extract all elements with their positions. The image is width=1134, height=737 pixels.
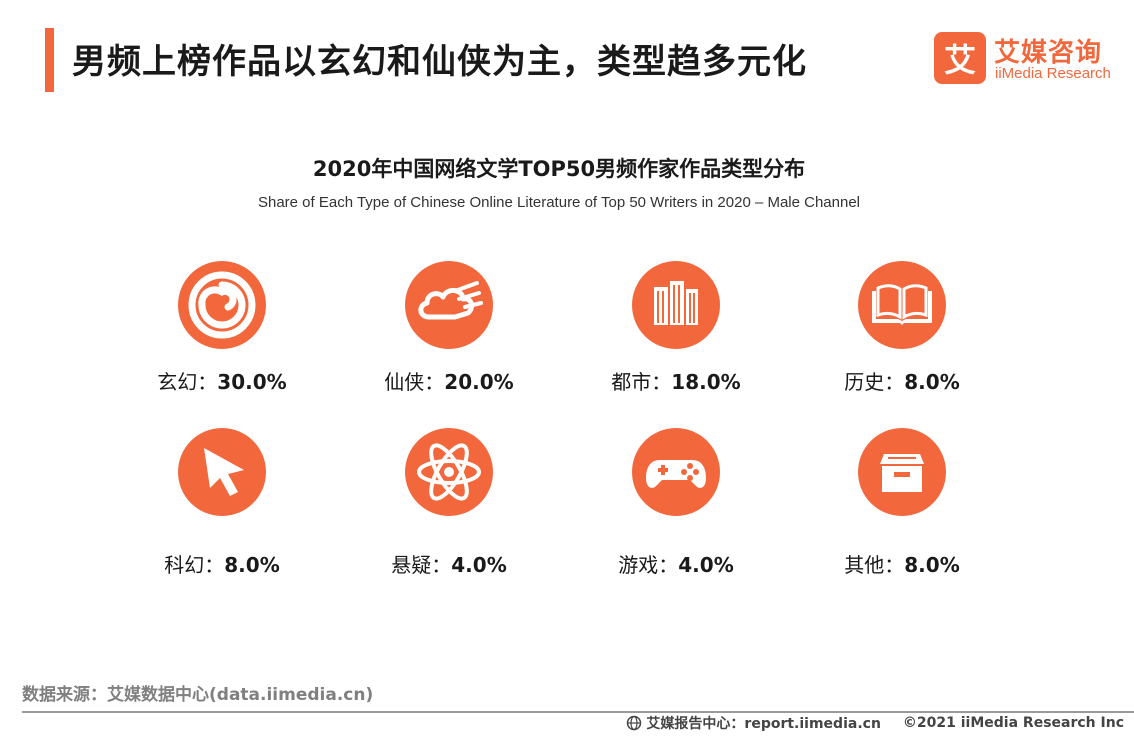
category-value: 20.0%	[444, 370, 514, 394]
category-value: 4.0%	[451, 553, 507, 577]
category-item: 玄幻：30.0%	[122, 261, 322, 421]
label-separator: ：	[197, 370, 218, 394]
category-label: 科幻：8.0%	[122, 549, 322, 578]
chart-subtitle: Share of Each Type of Chinese Online Lit…	[257, 194, 861, 211]
category-label: 玄幻：30.0%	[122, 366, 322, 395]
globe-icon	[627, 715, 642, 731]
footer: 艾媒报告中心：report.iimedia.cn ©2021 iiMedia R…	[626, 713, 1124, 733]
footer-divider	[22, 711, 1134, 713]
label-separator: ：	[431, 553, 452, 577]
label-separator: ：	[424, 370, 445, 394]
category-label: 游戏：4.0%	[576, 549, 776, 578]
label-separator: ：	[204, 553, 225, 577]
category-label: 都市：18.0%	[576, 366, 776, 395]
category-value: 4.0%	[678, 553, 734, 577]
gamepad-icon	[632, 428, 720, 516]
category-item: 科幻：8.0%	[122, 428, 322, 588]
label-separator: ：	[658, 553, 679, 577]
category-value: 8.0%	[224, 553, 280, 577]
category-item: 仙侠：20.0%	[349, 261, 549, 421]
category-item: 悬疑：4.0%	[349, 428, 549, 588]
category-label: 其他：8.0%	[802, 549, 1002, 578]
category-name: 都市	[611, 370, 652, 394]
category-name: 仙侠	[384, 370, 425, 394]
label-separator: ：	[884, 553, 905, 577]
logo-mark-char: 艾	[944, 41, 976, 79]
category-name: 游戏	[618, 553, 659, 577]
category-item: 都市：18.0%	[576, 261, 776, 421]
label-separator: ：	[651, 370, 672, 394]
category-name: 其他	[844, 553, 885, 577]
atom-icon	[405, 428, 493, 516]
category-name: 科幻	[164, 553, 205, 577]
archive-box-icon	[858, 428, 946, 516]
category-value: 8.0%	[904, 370, 960, 394]
category-name: 悬疑	[391, 553, 432, 577]
category-item: 其他：8.0%	[802, 428, 1002, 588]
footer-copyright: ©2021 iiMedia Research Inc	[902, 715, 1124, 731]
city-buildings-icon	[632, 261, 720, 349]
category-value: 30.0%	[217, 370, 287, 394]
category-value: 18.0%	[671, 370, 741, 394]
category-label: 仙侠：20.0%	[349, 366, 549, 395]
footer-report-center[interactable]: 艾媒报告中心：report.iimedia.cn	[646, 716, 881, 732]
category-label: 历史：8.0%	[802, 366, 1002, 395]
category-name: 玄幻	[157, 370, 198, 394]
category-item: 游戏：4.0%	[576, 428, 776, 588]
open-book-icon	[858, 261, 946, 349]
data-source: 数据来源：艾媒数据中心(data.iimedia.cn)	[22, 685, 374, 705]
iimedia-logo[interactable]: 艾 艾媒咨询 iiMedia Research	[934, 32, 1124, 86]
category-item: 历史：8.0%	[802, 261, 1002, 421]
chart-title: 2020年中国网络文学TOP50男频作家作品类型分布	[312, 157, 806, 181]
logo-name-en: iiMedia Research	[995, 65, 1111, 82]
category-label: 悬疑：4.0%	[349, 549, 549, 578]
label-separator: ：	[884, 370, 905, 394]
page-title: 男频上榜作品以玄幻和仙侠为主，类型趋多元化	[72, 42, 807, 82]
logo-name-cn: 艾媒咨询	[994, 38, 1103, 68]
category-name: 历史	[844, 370, 885, 394]
title-accent-bar	[45, 28, 54, 92]
cloud-icon	[405, 261, 493, 349]
spiral-icon	[178, 261, 266, 349]
cursor-icon	[178, 428, 266, 516]
category-value: 8.0%	[904, 553, 960, 577]
iimedia-logo-mark: 艾	[934, 32, 986, 84]
